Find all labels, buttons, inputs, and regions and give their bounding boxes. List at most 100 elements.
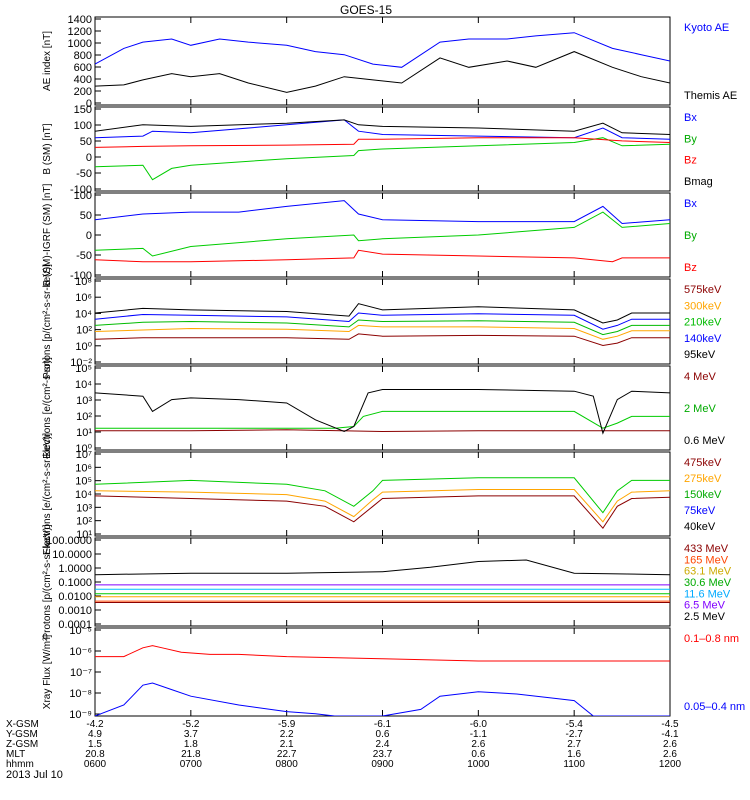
- table-cell: 22.7: [277, 749, 297, 760]
- table-cell: 1.6: [567, 749, 581, 760]
- legend-item: 30.6 MeV: [684, 577, 732, 589]
- panel-8: 10⁻⁵ 10⁻⁶ 10⁻⁷ 10⁻⁸ 10⁻⁹ Xray Flux [W/m²] 0.1–…: [42, 625, 745, 721]
- y-tick-label: 10¹: [76, 427, 92, 439]
- legend-item: 300keV: [684, 300, 722, 312]
- table-cell: 0.6: [376, 729, 390, 740]
- svg-text:Electrons [e/(cm²-s-sr)]: Electrons [e/(cm²-s-sr)]: [42, 357, 53, 459]
- series-0-6-mev: [95, 389, 670, 435]
- series-bmag: [95, 119, 670, 135]
- legend-item: 0.6 MeV: [684, 435, 726, 447]
- table-row-label: hhmm: [6, 759, 34, 770]
- figure-title: GOES-15: [340, 3, 392, 17]
- y-axis-label: B (SM) [nT]: [42, 123, 53, 174]
- series-group: [95, 200, 670, 263]
- table-cell: 2.4: [376, 739, 390, 750]
- y-tick-label: 200: [74, 86, 92, 98]
- series-0-05-0-4-nm: [95, 682, 670, 716]
- panel-2: 150 100 50 0 -50 -100 B (SM) [nT] Bx By Bz Bmag: [42, 104, 713, 196]
- table-cell: 1.8: [184, 739, 198, 750]
- y-tick-label: 1400: [68, 14, 92, 26]
- y-axis-label: Electrons [e/(cm²-s-sr)]: [42, 357, 53, 459]
- table-cell: -4.5: [661, 719, 679, 730]
- legend-item: Themis AE: [684, 90, 737, 102]
- y-axis-label: AE index [nT]: [42, 31, 53, 91]
- legend-item: 11.6 MeV: [684, 588, 731, 600]
- table-cell: 20.8: [85, 749, 105, 760]
- y-tick-label: 10²: [76, 516, 92, 528]
- table-cell: 2.1: [280, 739, 294, 750]
- y-axis-label: B (SM)-IGRF (SM) [nT]: [42, 183, 53, 286]
- svg-text:Protons [p/(cm²-s-sr-keV)]: Protons [p/(cm²-s-sr-keV)]: [42, 524, 53, 639]
- legend-item: 165 MeV: [684, 554, 729, 566]
- y-tick-label: 10.0000: [52, 549, 92, 561]
- panel-3: 100 50 0 -50 -100 B (SM)-IGRF (SM) [nT] Bx By Bz: [42, 183, 697, 286]
- table-cell: 1000: [467, 759, 490, 770]
- y-tick-label: 150: [74, 104, 92, 116]
- legend-item: By: [684, 133, 697, 145]
- y-tick-label: 10⁻²: [70, 357, 92, 369]
- legend-item: 210keV: [684, 317, 722, 329]
- panel-7: 100.0000 10.0000 1.0000 0.1000 0.0100 0.0010 0…: [42, 524, 732, 639]
- series-group: [95, 645, 670, 716]
- table-cell: -5.2: [182, 719, 200, 730]
- table-cell: 2.6: [663, 739, 677, 750]
- y-tick-label: 0.1000: [58, 577, 92, 589]
- y-tick-label: 0: [86, 230, 92, 242]
- series-group: [95, 389, 670, 435]
- svg-text:Xray Flux [W/m²]: Xray Flux [W/m²]: [42, 635, 53, 710]
- series-210kev: [95, 319, 670, 336]
- legend-item: 0.1–0.8 nm: [684, 633, 739, 645]
- y-tick-label: 1.0000: [58, 563, 92, 575]
- y-tick-label: 10⁴: [75, 379, 92, 391]
- y-tick-label: 10⁷: [76, 449, 92, 461]
- legend-item: Bx: [684, 112, 697, 124]
- svg-text:Electrons [e/(cm²-s-sr-keV)]: Electrons [e/(cm²-s-sr-keV)]: [42, 433, 53, 555]
- table-cell: 1200: [659, 759, 682, 770]
- y-tick-label: 10⁵: [75, 476, 92, 488]
- series-575kev: [95, 333, 670, 347]
- legend-item: 150keV: [684, 489, 722, 501]
- legend-item: 6.5 MeV: [684, 600, 726, 612]
- table-cell: 4.9: [88, 729, 102, 740]
- y-tick-label: 100: [74, 120, 92, 132]
- table-cell: 2.2: [280, 729, 294, 740]
- table-row-label: Y-GSM: [6, 729, 38, 740]
- y-tick-label: 50: [80, 210, 92, 222]
- series-bz: [95, 137, 670, 148]
- table-cell: -4.1: [661, 729, 679, 740]
- table-cell: -1.1: [470, 729, 488, 740]
- y-tick-label: 0.0010: [58, 605, 92, 617]
- svg-text:Protons [p/(cm²-s-sr-keV)]: Protons [p/(cm²-s-sr-keV)]: [42, 264, 53, 379]
- panel-4: 10⁸ 10⁶ 10⁴ 10² 10⁰ 10⁻² Protons [p/(cm²-s-sr-…: [42, 264, 722, 379]
- legend-item: 95keV: [684, 349, 716, 361]
- y-tick-label: 800: [74, 50, 92, 62]
- table-cell: 0900: [371, 759, 394, 770]
- y-tick-label: 0.0100: [58, 591, 92, 603]
- y-tick-label: 0.0001: [58, 619, 92, 631]
- series-275kev: [95, 489, 670, 523]
- table-cell: 0800: [276, 759, 299, 770]
- series-475kev: [95, 495, 670, 530]
- legend-item: 475keV: [684, 457, 722, 469]
- series-group: [95, 303, 670, 347]
- y-tick-label: 10²: [76, 325, 92, 337]
- legend-item: 0.05–0.4 nm: [684, 701, 745, 713]
- series-95kev: [95, 303, 670, 324]
- y-tick-label: 10⁸: [75, 276, 92, 288]
- panel-frame: [94, 192, 671, 278]
- series-group: [95, 119, 670, 181]
- series-2-5-mev: [95, 559, 670, 576]
- series-by: [95, 211, 670, 257]
- series-2-mev: [95, 410, 670, 429]
- legend-item: 140keV: [684, 333, 722, 345]
- y-tick-label: 10⁶: [75, 462, 92, 474]
- y-tick-label: 10⁴: [75, 489, 92, 501]
- series-group: [95, 32, 670, 93]
- y-tick-label: 0: [86, 98, 92, 110]
- date-label: 2013 Jul 10: [6, 769, 63, 781]
- y-tick-label: 10⁴: [75, 308, 92, 320]
- table-cell: 3.7: [184, 729, 198, 740]
- table-row-label: MLT: [6, 749, 25, 760]
- y-tick-label: 10⁻⁵: [69, 625, 92, 637]
